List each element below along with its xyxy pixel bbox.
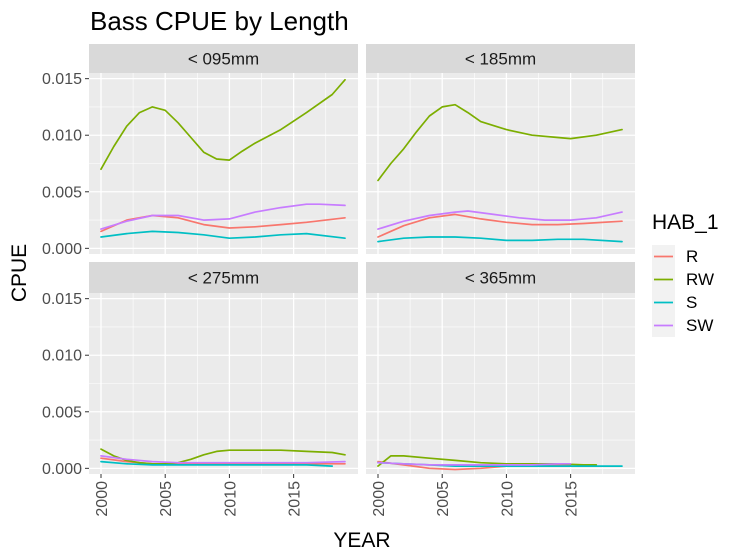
series-line-sw — [377, 210, 623, 230]
legend-label: SW — [686, 316, 713, 335]
x-tick-label: 2015 — [564, 481, 581, 517]
series-line-sw — [100, 203, 346, 230]
legend-label: R — [686, 247, 698, 266]
y-axis-title: CPUE — [8, 244, 31, 302]
series-line-rw — [377, 103, 623, 182]
x-tick-label: 2015 — [287, 481, 304, 517]
x-axis-title: YEAR — [333, 529, 390, 552]
facet-label: < 185mm — [465, 50, 536, 69]
x-tick-label: 2000 — [371, 481, 388, 517]
legend-item-s: S — [652, 291, 697, 314]
y-tick-label: 0.010 — [42, 128, 82, 145]
y-tick-label: 0.015 — [42, 71, 82, 88]
facet-strip — [89, 262, 358, 293]
legend-item-sw: SW — [652, 314, 713, 337]
series-line-s — [377, 236, 623, 243]
legend-item-rw: RW — [652, 268, 714, 291]
series-line-s — [100, 230, 346, 240]
legend-title: HAB_1 — [652, 211, 719, 234]
facet-label: < 365mm — [465, 269, 536, 288]
series-line-sw — [377, 461, 572, 466]
series-line-rw — [100, 78, 346, 171]
y-tick-label: 0.010 — [42, 348, 82, 365]
panel-365mm: < 365mm — [366, 262, 635, 474]
y-tick-label: 0.005 — [42, 184, 82, 201]
legend-item-r: R — [652, 245, 698, 268]
legend-label: S — [686, 293, 697, 312]
panel-275mm: < 275mm — [89, 262, 358, 474]
y-axis-ticks: 0.000 0.005 0.010 0.015 0.000 0.005 0.010 0.015 — [42, 71, 89, 478]
y-tick-label: 0.000 — [42, 241, 82, 258]
series-line-s — [100, 460, 334, 467]
panel-grid: < 095mm < 185mm < 275mm < 365mm — [89, 44, 635, 474]
panel-095mm: < 095mm — [89, 44, 358, 254]
series-line-sw — [100, 455, 346, 464]
chart-title: Bass CPUE by Length — [90, 6, 349, 36]
legend: HAB_1 R RW S SW — [652, 211, 719, 337]
y-tick-label: 0.015 — [42, 291, 82, 308]
facet-label: < 275mm — [188, 269, 259, 288]
y-tick-label: 0.000 — [42, 461, 82, 478]
x-tick-label: 2005 — [158, 481, 175, 517]
x-tick-label: 2000 — [94, 481, 111, 517]
x-tick-label: 2005 — [435, 481, 452, 517]
series-line-rw — [100, 448, 346, 465]
facet-strip — [366, 262, 635, 293]
y-tick-label: 0.005 — [42, 404, 82, 421]
legend-label: RW — [686, 270, 714, 289]
panel-185mm: < 185mm — [366, 44, 635, 254]
x-axis-ticks: 2000 2005 2010 2015 2000 2005 2010 2015 — [94, 474, 581, 517]
series-line-r — [377, 213, 623, 238]
facet-label: < 095mm — [188, 50, 259, 69]
facet-strip — [89, 44, 358, 73]
facet-strip — [366, 44, 635, 73]
x-tick-label: 2010 — [222, 481, 239, 517]
x-tick-label: 2010 — [499, 481, 516, 517]
